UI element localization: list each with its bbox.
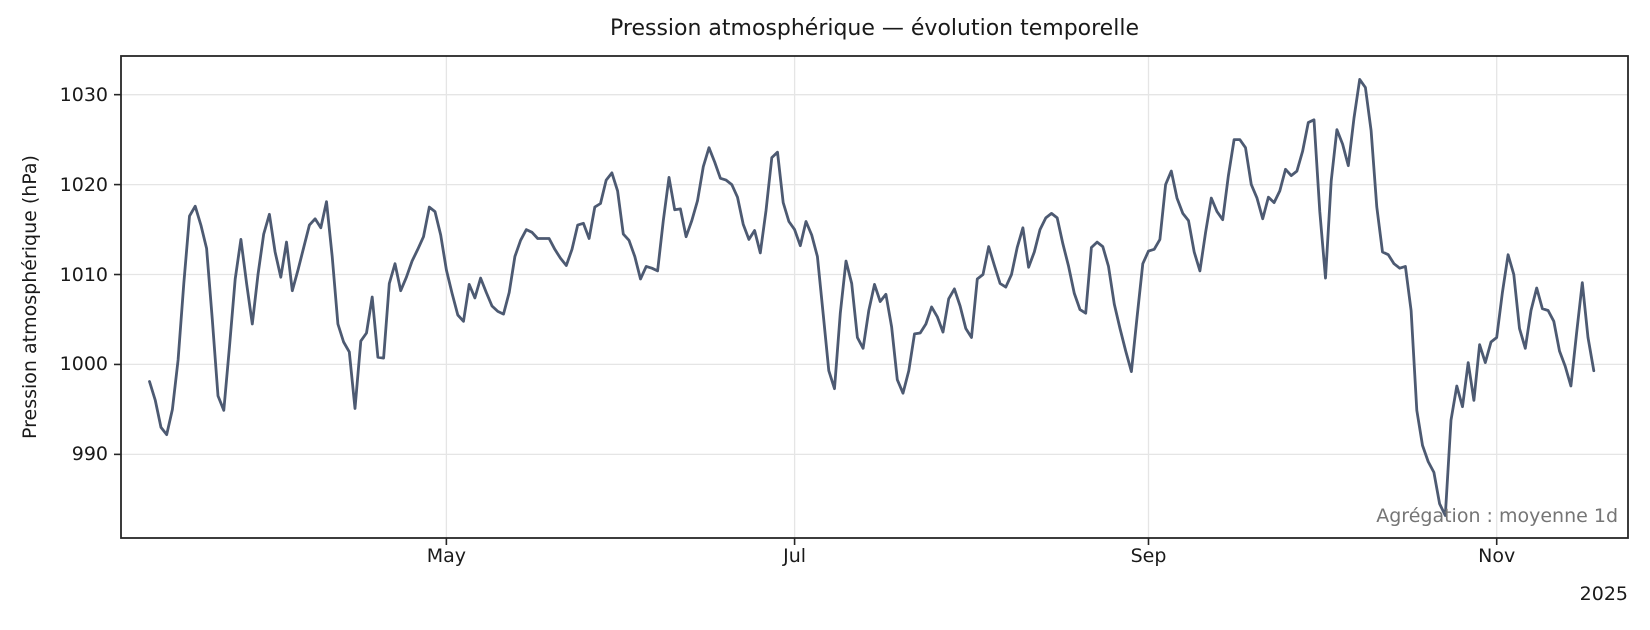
chart-title: Pression atmosphérique — évolution tempo… (610, 16, 1139, 41)
x-tick-label: May (426, 545, 467, 567)
y-tick-label: 990 (71, 443, 108, 466)
x-axis-year-label: 2025 (1579, 583, 1628, 605)
y-tick-label: 1000 (59, 353, 108, 376)
x-tick-label: Sep (1130, 545, 1167, 567)
y-tick-label: 1010 (59, 263, 108, 286)
x-tick-label: Jul (783, 545, 807, 567)
aggregation-annotation: Agrégation : moyenne 1d (1376, 505, 1618, 527)
y-axis-label: Pression atmosphérique (hPa) (19, 155, 41, 439)
pressure-series-line (148, 78, 1596, 517)
x-tick-label: Nov (1478, 545, 1516, 567)
plot-border (120, 55, 1629, 539)
y-tick-label: 1020 (59, 173, 108, 196)
y-tick-label: 1030 (59, 83, 108, 106)
